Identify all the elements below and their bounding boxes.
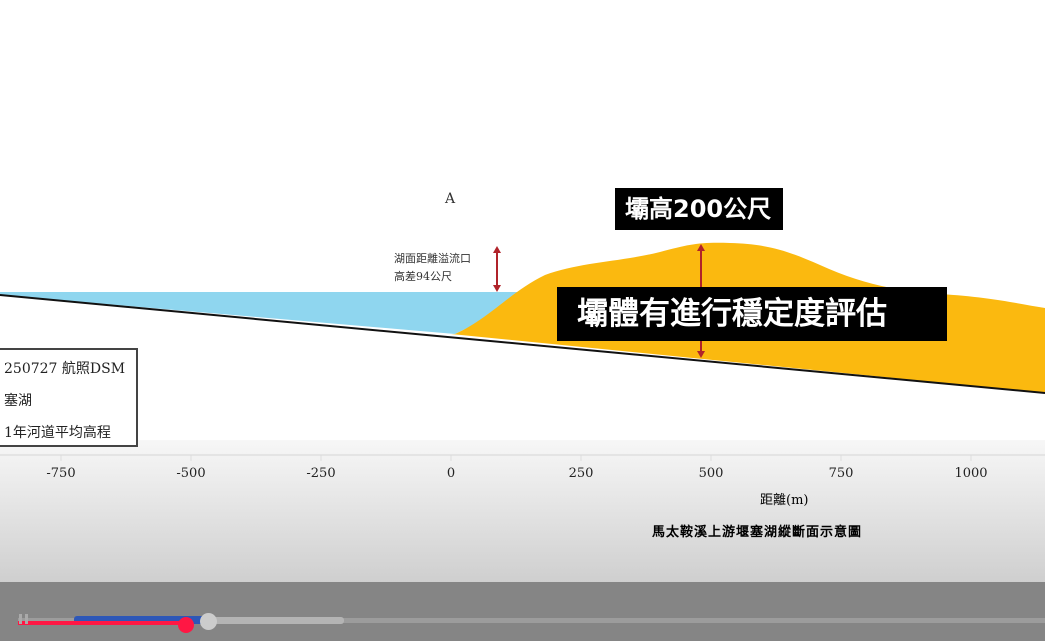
caption-stability: 壩體有進行穩定度評估 (557, 287, 947, 341)
arrow-head-icon (697, 351, 705, 358)
scrubber-handle[interactable] (178, 617, 194, 633)
caption-dam-height: 壩高200公尺 (615, 188, 783, 230)
point-label: A (445, 191, 456, 207)
buffered-bar (74, 616, 209, 624)
video-controls (0, 582, 1045, 641)
arrow-head-icon (493, 246, 501, 253)
legend-item: 1年河道平均高程 (4, 425, 111, 441)
lake-gap-label-1: 湖面距離溢流口 (394, 252, 471, 265)
diagram-title: 馬太鞍溪上游堰塞湖縱斷面示意圖 (652, 525, 863, 540)
legend-item: 250727 航照DSM (4, 361, 126, 377)
riverbed-line (0, 294, 1045, 394)
progress-bar[interactable] (18, 618, 1045, 623)
x-tick-label: 0 (446, 466, 456, 481)
legend-item: 塞湖 (4, 393, 32, 409)
pause-icon[interactable] (19, 614, 30, 624)
x-tick-label: -250 (306, 466, 336, 481)
legend: 250727 航照DSM 塞湖 1年河道平均高程 (0, 348, 138, 447)
x-tick-label: 1000 (954, 466, 988, 481)
arrow-head-icon (697, 244, 705, 251)
x-tick-label: 250 (568, 466, 594, 481)
x-tick-label: 750 (828, 466, 854, 481)
x-axis-label: 距離(m) (760, 493, 809, 508)
chart-bottom-band (0, 440, 1045, 582)
lake-area (0, 292, 528, 334)
arrow-head-icon (493, 285, 501, 292)
played-bar (18, 621, 186, 625)
x-tick-label: -500 (176, 466, 206, 481)
hover-knob[interactable] (200, 613, 217, 630)
x-tick-label: 500 (698, 466, 724, 481)
x-tick-label: -750 (46, 466, 76, 481)
lake-gap-label-2: 高差94公尺 (394, 270, 452, 283)
